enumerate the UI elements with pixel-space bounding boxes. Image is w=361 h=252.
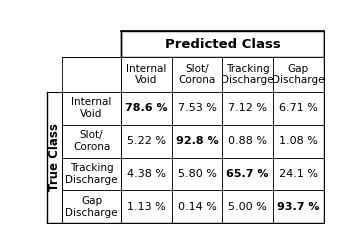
Bar <box>273 57 323 92</box>
Bar <box>121 57 172 92</box>
Text: 5.80 %: 5.80 % <box>178 169 217 179</box>
Text: 92.8 %: 92.8 % <box>176 136 218 146</box>
Text: Internal
Void: Internal Void <box>126 64 167 85</box>
Bar <box>121 31 323 57</box>
Text: Predicted Class: Predicted Class <box>165 38 280 51</box>
Bar <box>62 191 121 223</box>
Text: 4.38 %: 4.38 % <box>127 169 166 179</box>
Text: 0.14 %: 0.14 % <box>178 202 217 212</box>
Text: 0.88 %: 0.88 % <box>228 136 267 146</box>
Bar <box>47 92 62 223</box>
Text: True Class: True Class <box>48 123 61 192</box>
Bar <box>222 191 273 223</box>
Text: Tracking
Discharge: Tracking Discharge <box>221 64 274 85</box>
Bar <box>121 158 172 191</box>
Text: Slot/
Corona: Slot/ Corona <box>73 130 110 152</box>
Bar <box>121 92 172 125</box>
Bar <box>62 57 121 92</box>
Bar <box>222 57 273 92</box>
Text: 7.12 %: 7.12 % <box>228 103 267 113</box>
Text: 6.71 %: 6.71 % <box>279 103 318 113</box>
Text: 5.00 %: 5.00 % <box>228 202 267 212</box>
Text: 93.7 %: 93.7 % <box>277 202 319 212</box>
Text: Slot/
Corona: Slot/ Corona <box>178 64 216 85</box>
Bar <box>273 92 323 125</box>
Bar <box>62 125 121 158</box>
Bar <box>172 57 222 92</box>
Bar <box>121 125 172 158</box>
Text: Tracking
Discharge: Tracking Discharge <box>65 163 118 185</box>
Bar <box>273 191 323 223</box>
Text: 65.7 %: 65.7 % <box>226 169 269 179</box>
Bar <box>222 92 273 125</box>
Text: 5.22 %: 5.22 % <box>127 136 166 146</box>
Text: Internal
Void: Internal Void <box>71 97 112 119</box>
Bar <box>121 191 172 223</box>
Text: Gap
Discharge: Gap Discharge <box>272 64 325 85</box>
Text: Gap
Discharge: Gap Discharge <box>65 196 118 218</box>
Bar <box>172 125 222 158</box>
Bar <box>273 125 323 158</box>
Bar <box>172 191 222 223</box>
Text: 7.53 %: 7.53 % <box>178 103 217 113</box>
Bar <box>62 158 121 191</box>
Bar <box>62 92 121 125</box>
Text: 1.13 %: 1.13 % <box>127 202 166 212</box>
Bar <box>172 92 222 125</box>
Bar <box>172 158 222 191</box>
Bar <box>222 158 273 191</box>
Text: 24.1 %: 24.1 % <box>279 169 318 179</box>
Text: 1.08 %: 1.08 % <box>279 136 318 146</box>
Text: 78.6 %: 78.6 % <box>125 103 168 113</box>
Bar <box>222 125 273 158</box>
Bar <box>273 158 323 191</box>
